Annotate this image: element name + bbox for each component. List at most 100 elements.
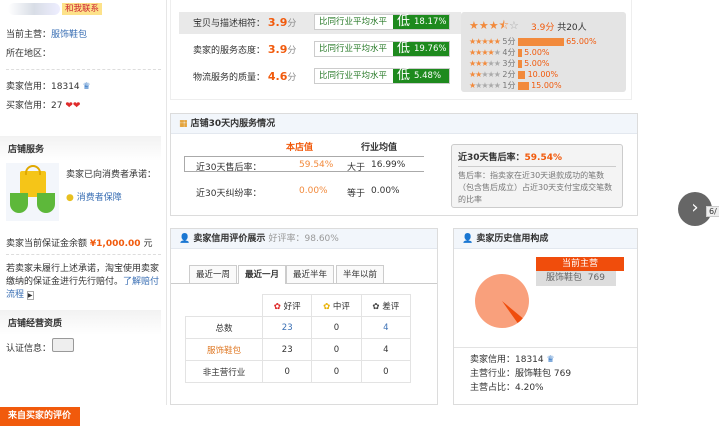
deposit-label: 卖家当前保证金余额: [6, 239, 88, 249]
s30-rel: 大于: [347, 163, 366, 173]
deposit-note: 若卖家未履行上述承诺，淘宝使用卖家缴纳的保证金进行先行赔付。: [6, 264, 160, 287]
compare-pct: 18.17%: [414, 17, 447, 27]
table-row: 非主营行业 0 0 0: [184, 360, 412, 383]
divider: [6, 254, 161, 255]
dist-bar: [518, 48, 522, 57]
consumer-protection-link[interactable]: 消费者保障: [76, 193, 122, 203]
dist-pct: 5.00%: [524, 59, 550, 68]
buyer-credit-value: 27: [51, 101, 63, 111]
region-label: 所在地区：: [6, 49, 52, 59]
rating-score: 3.9: [267, 16, 288, 29]
buyer-credit-label: 买家信用：: [6, 101, 52, 111]
dist-row: ★★★★★ 3分 5.00%: [469, 58, 597, 69]
dist-label: 1分: [502, 81, 516, 90]
rating-distribution: ★★★⯪☆ 3.9分 共20人 ★★★★★ 5分 65.00% ★★★★★ 4分 …: [461, 12, 626, 92]
s30-rel: 等于: [347, 189, 366, 199]
row-label: 服饰鞋包: [184, 338, 264, 361]
history-seller-credit: 卖家信用：18314: [470, 355, 544, 365]
certificate-icon[interactable]: [52, 338, 74, 352]
main-business-label: 当前主营：: [6, 30, 52, 40]
cell[interactable]: 4: [360, 316, 412, 339]
col-industry: 行业均值: [361, 143, 398, 153]
detail-title: 近30天售后率：: [458, 153, 525, 163]
selected-row-outline: [184, 156, 424, 172]
col-header: 好评: [283, 301, 301, 312]
history-main-industry: 主营行业：服饰鞋包 769: [470, 369, 572, 379]
promise-text: 卖家已向消费者承诺：: [66, 170, 157, 180]
cert-label: 认证信息：: [6, 344, 52, 354]
rating-panel: 宝贝与描述相符： 3.9分 比同行业平均水平低 18.17% 卖家的服务态度： 3.…: [170, 0, 632, 100]
level-badge: 低: [397, 41, 411, 56]
dist-row: ★★★★★ 1分 15.00%: [469, 80, 597, 91]
bulb-icon: ●: [66, 193, 74, 203]
service30-panel: ▦ 店铺30天内服务情况 本店值 行业均值 近30天售后率： 59.54% 大于…: [170, 113, 638, 216]
dist-row: ★★★★★ 2分 10.00%: [469, 69, 597, 80]
col-header: 中评: [332, 301, 350, 312]
dist-label: 3分: [502, 59, 516, 68]
dist-row: ★★★★★ 4分 5.00%: [469, 47, 597, 58]
cell: 0: [360, 360, 412, 383]
dist-label: 4分: [502, 48, 516, 57]
stars-icon: ★★★⯪☆: [469, 19, 519, 32]
payout-process-link[interactable]: 了解赔付流程: [6, 277, 160, 300]
heart-icon: ❤❤: [65, 101, 81, 111]
good-rate: 好评率：98.60%: [268, 234, 339, 244]
neutral-flower-icon: ✿: [323, 301, 331, 312]
user-icon: 👤: [462, 234, 474, 244]
tab-1[interactable]: 最近一月: [238, 265, 287, 284]
tag-title: 当前主营: [536, 257, 624, 271]
credit-pie-chart: [475, 274, 529, 328]
stars-icon: ★★★★★: [469, 81, 501, 90]
row-label: 总数: [184, 316, 264, 339]
summary-score: 3.9分: [531, 23, 555, 33]
dist-pct: 5.00%: [524, 48, 550, 57]
dist-bar: [518, 37, 564, 46]
calendar-icon: ▦: [179, 119, 188, 129]
s30-shop: 0.00%: [299, 186, 328, 196]
dist-row: ★★★★★ 5分 65.00%: [469, 36, 597, 47]
rating-label: 卖家的服务态度：: [193, 46, 266, 56]
cell: 0: [311, 338, 362, 361]
s30-shop: 59.54%: [299, 160, 334, 170]
deposit-value: ¥1,000.00: [89, 239, 141, 249]
credit-title: 卖家信用评价展示: [193, 234, 266, 244]
deposit-unit: 元: [143, 239, 153, 249]
user-icon: 👤: [179, 234, 191, 244]
detail-value: 59.54%: [524, 153, 563, 163]
pie-slice-main: [502, 301, 523, 324]
rating-row: 卖家的服务态度： 3.9分: [193, 43, 296, 56]
cell[interactable]: 23: [262, 316, 313, 339]
tag-label: 服饰鞋包: [546, 273, 583, 283]
s30-label: 近30天售后率：: [196, 163, 262, 173]
tab-3[interactable]: 半年以前: [336, 265, 385, 283]
divider: [6, 69, 161, 70]
rating-row: 宝贝与描述相符： 3.9分: [193, 16, 296, 29]
tab-2[interactable]: 最近半年: [286, 265, 335, 283]
dist-bar: [518, 70, 526, 79]
stars-icon: ★★★★★: [469, 48, 501, 57]
shop-service-title: 店铺服务: [0, 136, 161, 161]
dist-pct: 15.00%: [531, 81, 562, 90]
table-row: 总数 23 0 4: [184, 316, 412, 339]
seller-credit-value: 18314: [51, 82, 80, 92]
shopping-bag-hands-icon: [6, 163, 59, 221]
tag-value: 769: [587, 273, 605, 283]
compare-pct: 19.76%: [414, 44, 447, 54]
crown-icon: ♛: [82, 82, 91, 92]
tab-0[interactable]: 最近一周: [189, 265, 238, 283]
contact-button[interactable]: 和我联系: [62, 3, 103, 15]
stars-icon: ★★★★★: [469, 37, 501, 46]
stars-icon: ★★★★★: [469, 59, 501, 68]
buyer-reviews-tab[interactable]: 来自买家的评价: [0, 407, 80, 426]
rating-score: 4.6: [267, 70, 288, 83]
compare-pct: 5.48%: [414, 71, 442, 81]
cell: 0: [311, 316, 362, 339]
rating-row: 物流服务的质量： 4.6分: [193, 70, 296, 83]
credit-panel: 👤 卖家信用评价展示 好评率：98.60% 最近一周 最近一月 最近半年 半年以前 ✿…: [170, 228, 438, 405]
arrow-right-icon[interactable]: ▶: [26, 291, 34, 300]
level-badge: 低: [397, 68, 411, 83]
dist-label: 2分: [502, 70, 516, 79]
main-business-link[interactable]: 服饰鞋包: [51, 30, 88, 40]
rating-unit: 分: [287, 73, 297, 83]
dist-bar: [518, 59, 522, 68]
